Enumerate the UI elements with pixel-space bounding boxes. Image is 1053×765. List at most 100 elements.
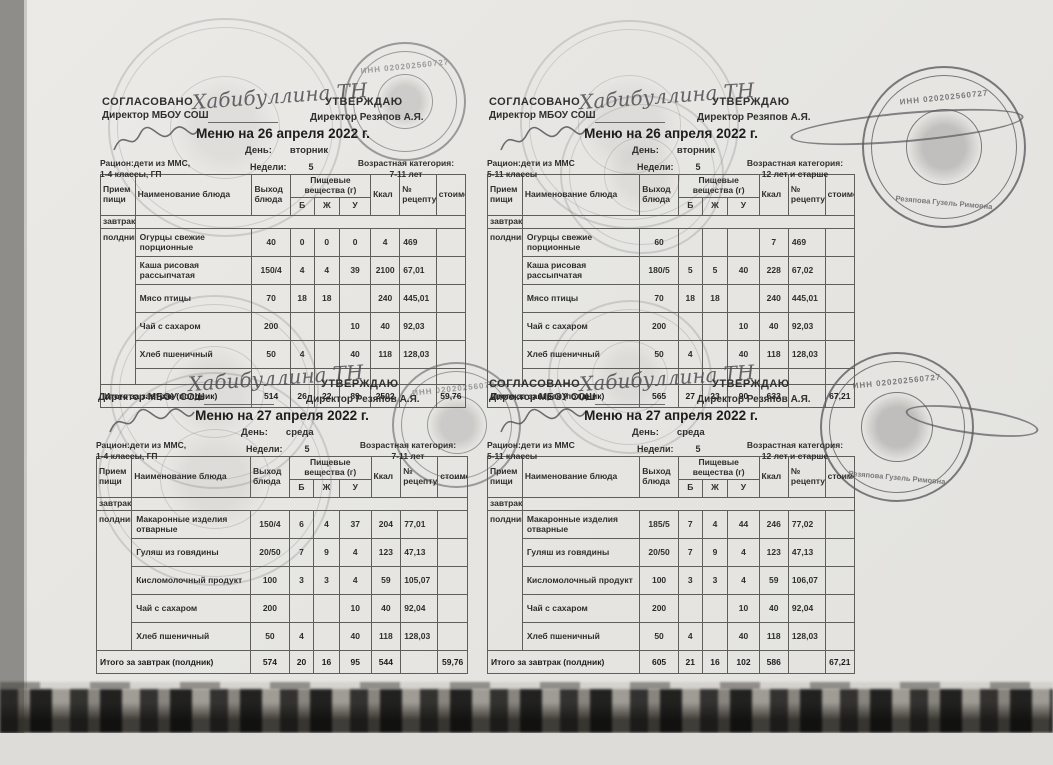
ration-line1: Рацион:дети из ММС, xyxy=(96,440,187,450)
breakfast-row: завтрак xyxy=(100,214,467,229)
dish-name-cell: Макаронные изделия отварные xyxy=(131,509,251,539)
signature-line xyxy=(208,122,278,123)
approved-label: УТВЕРЖДАЮ xyxy=(712,378,790,390)
dish-row: Чай с сахаром 200 10 40 92,04 xyxy=(488,593,856,623)
carbs-cell: 4 xyxy=(727,565,760,595)
col-recipe: № рецептуры xyxy=(787,174,826,216)
director-name-label: Директор Резяпов А.Я. xyxy=(697,394,811,405)
dish-name-cell: Хлеб пшеничный xyxy=(131,621,251,651)
menu-table: Прием пищи Наименование блюда Выход блюд… xyxy=(99,174,467,408)
total-kcal-cell: 633 xyxy=(758,383,789,408)
dish-name-cell: Чай с сахаром xyxy=(521,593,641,623)
out-cell: 180/5 xyxy=(639,255,679,285)
kcal-cell: 228 xyxy=(758,255,789,285)
fat-cell xyxy=(313,593,340,623)
round-stamp-director: ИНН 020202560727 Резяпова Гузель Римовна xyxy=(820,352,974,502)
dish-name-cell: Чай с сахаром xyxy=(134,311,253,341)
protein-cell xyxy=(677,593,703,623)
empty-row xyxy=(488,367,856,385)
carbs-cell: 0 xyxy=(339,227,372,257)
director-name-label: Директор Резяпов А.Я. xyxy=(697,112,811,123)
signature-scribble xyxy=(500,408,586,433)
recipe-cell: 128,03 xyxy=(400,621,439,651)
out-cell: 50 xyxy=(639,621,679,651)
total-cost-cell: 67,21 xyxy=(824,649,856,674)
recipe-cell: 92,03 xyxy=(399,311,437,341)
agreed-label: СОГЛАСОВАНО xyxy=(102,96,194,108)
fat-cell xyxy=(313,621,340,651)
empty-cell xyxy=(521,496,856,511)
day-value: вторник xyxy=(676,145,716,156)
dish-row: полдник Макаронные изделия отварные 150/4 6… xyxy=(95,509,468,651)
dish-name-cell: Мясо птицы xyxy=(521,283,641,313)
approved-label: УТВЕРЖДАЮ xyxy=(712,96,790,108)
total-fat-cell: 16 xyxy=(313,649,340,674)
col-kcal: Ккал xyxy=(758,456,789,498)
protein-cell: 6 xyxy=(288,509,315,539)
col-out: Выход блюда xyxy=(639,174,679,216)
carbs-cell xyxy=(339,283,372,313)
col-recipe: № рецептуры xyxy=(399,174,437,216)
carbs-cell xyxy=(727,227,760,257)
age-label: Возрастная категория: xyxy=(746,440,844,450)
ration-line2: 1-4 классы, ГП xyxy=(100,168,162,179)
total-protein-cell: 26 xyxy=(289,383,315,408)
out-cell: 100 xyxy=(639,565,679,595)
stamp-inn-text: ИНН 020202560727 xyxy=(360,57,450,77)
dish-row: Мясо птицы 70 18 18 240 445,01 xyxy=(101,283,467,313)
ration-line1: Рацион:дети из ММС, xyxy=(100,158,191,168)
protein-cell: 4 xyxy=(288,621,315,651)
total-cost-cell: 59,76 xyxy=(437,649,468,674)
fat-cell: 18 xyxy=(701,283,729,313)
recipe-cell: 445,01 xyxy=(787,283,826,313)
recipe-cell: 67,01 xyxy=(399,255,437,285)
protein-cell xyxy=(677,311,703,341)
dish-name-cell: Хлеб пшеничный xyxy=(134,339,253,369)
fat-cell: 9 xyxy=(313,537,340,567)
week-value: 5 xyxy=(695,444,701,454)
breakfast-row: завтрак xyxy=(487,496,856,511)
director-school-label: Директор МБОУ СОШ xyxy=(102,110,209,121)
fat-cell: 4 xyxy=(313,509,340,539)
cost-cell xyxy=(824,593,856,623)
cost-cell xyxy=(824,537,856,567)
total-protein-cell: 21 xyxy=(677,649,703,674)
meal-snack-label: полдник xyxy=(487,509,523,651)
ration-line2: 5-11 классы xyxy=(487,450,538,461)
week-value: 5 xyxy=(695,162,701,172)
total-row: Итого за завтрак (полдник) 574 20 16 95 544 59… xyxy=(96,649,468,674)
day-value: среда xyxy=(676,427,705,438)
ration-line2: 5-11 классы xyxy=(487,168,538,179)
total-row: Итого за завтрак (полдник) 565 27 23 90 633 67… xyxy=(486,383,856,408)
empty-row xyxy=(101,367,467,385)
signature-scribble xyxy=(500,126,586,151)
week-value: 5 xyxy=(304,444,310,454)
dish-name-cell: Гуляш из говядины xyxy=(521,537,641,567)
total-out-cell: 565 xyxy=(639,383,679,408)
signature-scribble xyxy=(109,408,195,433)
menu-table: Прием пищи Наименование блюда Выход блюд… xyxy=(95,456,468,674)
dish-name-cell: Макаронные изделия отварные xyxy=(521,509,641,539)
out-cell: 200 xyxy=(639,593,679,623)
total-label: Итого за завтрак (полдник) xyxy=(486,649,641,674)
total-out-cell: 574 xyxy=(249,649,290,674)
recipe-cell: 106,07 xyxy=(787,565,826,595)
total-fat-cell: 23 xyxy=(701,383,729,408)
age-category: Возрастная категория: 12 лет и старше xyxy=(735,158,855,179)
carbs-cell: 10 xyxy=(727,311,760,341)
total-label: Итого за завтрак (полдник) xyxy=(96,649,251,674)
week-label: Недели: xyxy=(637,444,674,454)
recipe-cell: 67,02 xyxy=(787,255,826,285)
cost-cell xyxy=(437,537,468,567)
dish-name-cell: Чай с сахаром xyxy=(131,593,251,623)
dish-row: Чай с сахаром 200 10 40 92,04 xyxy=(97,593,468,623)
cost-cell xyxy=(435,311,467,341)
out-cell: 200 xyxy=(639,311,679,341)
carbs-cell: 4 xyxy=(338,537,372,567)
out-cell: 70 xyxy=(251,283,291,313)
total-recipe-cell xyxy=(400,649,439,674)
age-value: 12 лет и старше xyxy=(761,168,829,179)
recipe-cell: 92,03 xyxy=(787,311,826,341)
dish-name-cell: Чай с сахаром xyxy=(521,311,641,341)
cost-cell xyxy=(824,565,856,595)
